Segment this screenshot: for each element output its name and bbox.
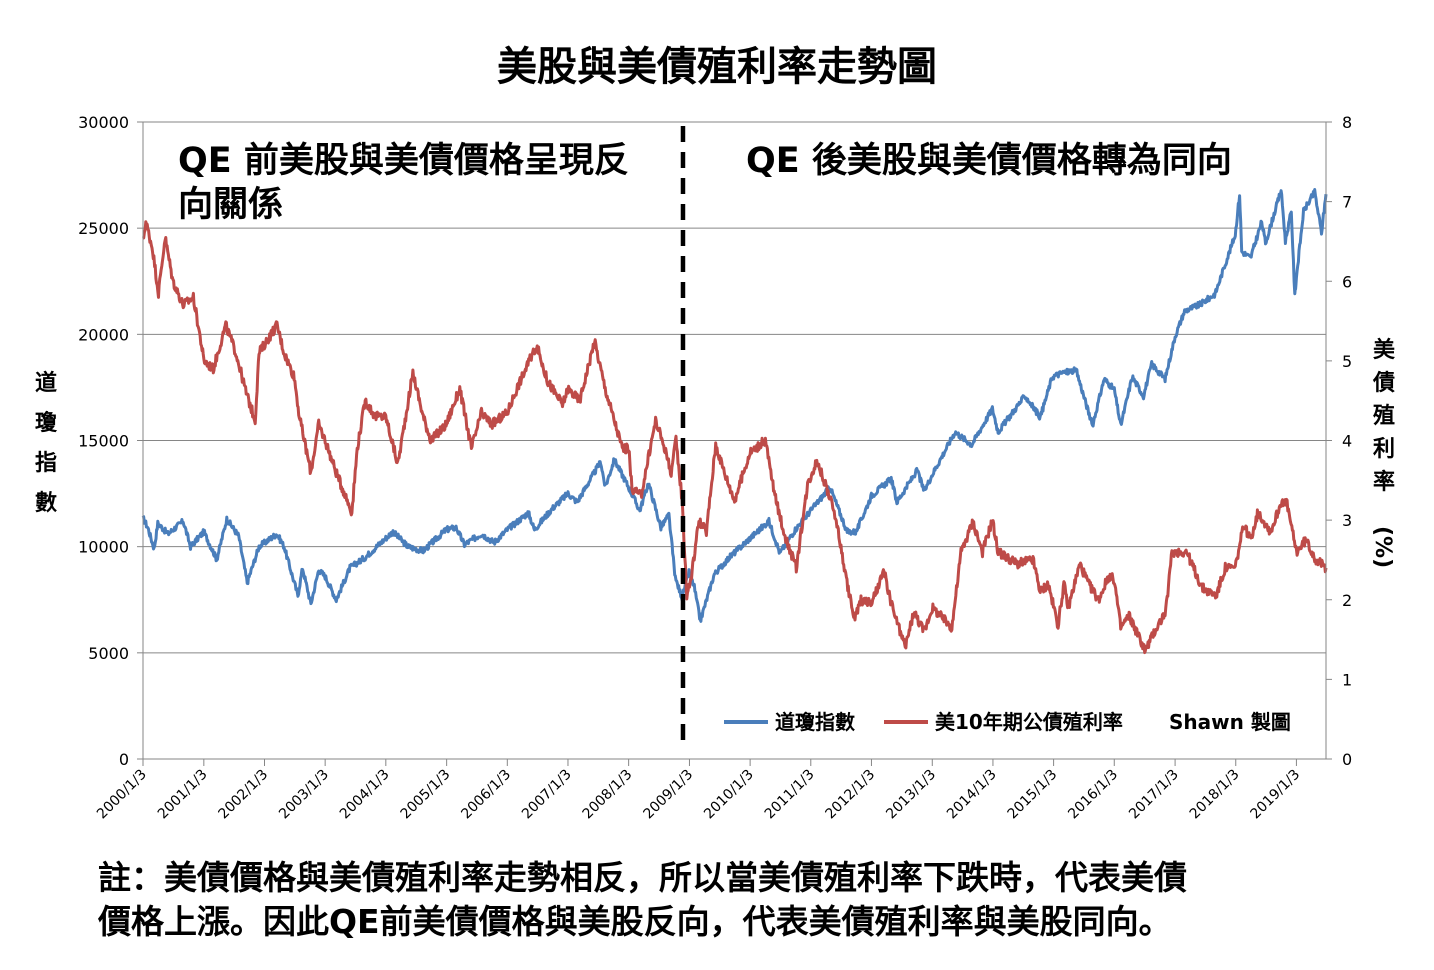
- x-tick-label: 2006/1/3: [458, 767, 514, 823]
- y-axis-title-char: 數: [35, 491, 57, 516]
- x-tick-label: 2018/1/3: [1187, 767, 1243, 823]
- x-tick-label: 2013/1/3: [883, 767, 939, 823]
- footnote-line-1: 註：美債價格與美債殖利率走勢相反，所以當美債殖利率下跌時，代表美債: [98, 858, 1187, 897]
- y2-axis-title-char: 利: [1373, 437, 1395, 462]
- y-tick-label: 15000: [78, 432, 129, 451]
- y-tick-label: 30000: [78, 113, 129, 132]
- y2-tick-label: 6: [1342, 272, 1352, 291]
- y-axis-title-char: 瓊: [35, 410, 58, 436]
- y2-axis-title-char: 債: [1372, 371, 1395, 396]
- x-tick-label: 2009/1/3: [641, 767, 697, 823]
- legend: 道瓊指數 美10年期公債殖利率 Shawn 製圖: [724, 710, 1291, 734]
- annotation-before-qe: 向關係: [178, 185, 283, 225]
- legend-label-dow: 道瓊指數: [775, 710, 855, 734]
- x-tick-label: 2008/1/3: [580, 767, 636, 823]
- x-tick-label: 2002/1/3: [216, 767, 272, 823]
- x-tick-label: 2015/1/3: [1005, 767, 1061, 823]
- x-tick-label: 2014/1/3: [944, 767, 1000, 823]
- y2-axis-title-char: 美: [1373, 337, 1396, 363]
- y2-tick-label: 8: [1342, 113, 1352, 132]
- chart-title: 美股與美債殖利率走勢圖: [497, 44, 937, 90]
- footnote-line-2: 價格上漲。因此QE前美債價格與美股反向，代表美債殖利率與美股同向。: [98, 902, 1172, 941]
- dow-jones-line: [141, 188, 1328, 623]
- x-tick-label: 2005/1/3: [398, 767, 454, 823]
- x-tick-label: 2004/1/3: [337, 767, 393, 823]
- x-tick-label: 2000/1/3: [94, 767, 150, 823]
- y-axis-title-char: 指: [35, 451, 57, 476]
- y2-tick-label: 0: [1342, 750, 1352, 769]
- y2-axis-title-char: 率: [1373, 469, 1395, 495]
- x-tick-label: 2017/1/3: [1126, 767, 1182, 823]
- gridlines: [143, 121, 1326, 654]
- x-tick-label: 2011/1/3: [762, 767, 818, 823]
- x-tick-label: 2019/1/3: [1247, 767, 1303, 823]
- y-tick-label: 5000: [88, 644, 129, 663]
- x-tick-label: 2016/1/3: [1065, 767, 1121, 823]
- legend-credit: Shawn 製圖: [1169, 710, 1291, 734]
- y-axis-title-char: 道: [35, 370, 57, 396]
- x-tick-label: 2010/1/3: [701, 767, 757, 823]
- y2-tick-label: 7: [1342, 193, 1352, 212]
- x-tick-label: 2007/1/3: [519, 767, 575, 823]
- treasury-yield-line: [142, 220, 1328, 655]
- axes: [137, 121, 1332, 766]
- annotation-after-qe: QE 後美股與美債價格轉為同向: [746, 141, 1232, 181]
- y-tick-label: 20000: [78, 325, 129, 344]
- x-tick-label: 2001/1/3: [155, 767, 211, 823]
- legend-label-yield: 美10年期公債殖利率: [935, 710, 1123, 734]
- y-tick-label: 25000: [78, 219, 129, 238]
- x-tick-label: 2003/1/3: [276, 767, 332, 823]
- x-tick-label: 2012/1/3: [822, 767, 878, 823]
- annotation-before-qe: QE 前美股與美債價格呈現反: [178, 141, 629, 181]
- y2-tick-label: 4: [1342, 432, 1352, 451]
- y2-axis-title-char: 殖: [1373, 403, 1395, 429]
- y2-tick-label: 3: [1342, 511, 1352, 530]
- y2-axis-title-unit: (%): [1370, 526, 1395, 568]
- series-lines: [141, 188, 1328, 655]
- y2-tick-label: 1: [1342, 670, 1352, 689]
- y2-tick-label: 5: [1342, 352, 1352, 371]
- y-tick-label: 0: [119, 750, 129, 769]
- y-tick-label: 10000: [78, 538, 129, 557]
- y2-tick-label: 2: [1342, 591, 1352, 610]
